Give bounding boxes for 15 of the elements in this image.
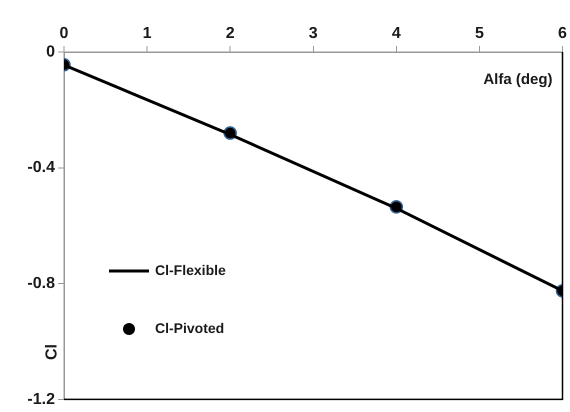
x-tick-label: 6 bbox=[558, 24, 568, 42]
y-tick-label: -0.4 bbox=[27, 159, 56, 176]
y-tick-label: 0 bbox=[46, 43, 56, 60]
x-tick-label: 3 bbox=[308, 24, 318, 42]
x-tick-label: 1 bbox=[142, 24, 152, 42]
legend-label: Cl-Pivoted bbox=[155, 320, 224, 336]
x-tick-label: 2 bbox=[226, 24, 235, 42]
legend-label: Cl-Flexible bbox=[155, 262, 226, 278]
y-tick-label: -1.2 bbox=[27, 390, 56, 408]
x-tick-label: 5 bbox=[474, 24, 484, 42]
y-axis-title: Cl bbox=[43, 344, 60, 360]
x-axis-title: Alfa (deg) bbox=[483, 71, 552, 88]
x-tick-label: 4 bbox=[392, 24, 401, 42]
x-tick-label: 0 bbox=[60, 24, 69, 42]
y-tick-label: -0.8 bbox=[27, 275, 56, 292]
